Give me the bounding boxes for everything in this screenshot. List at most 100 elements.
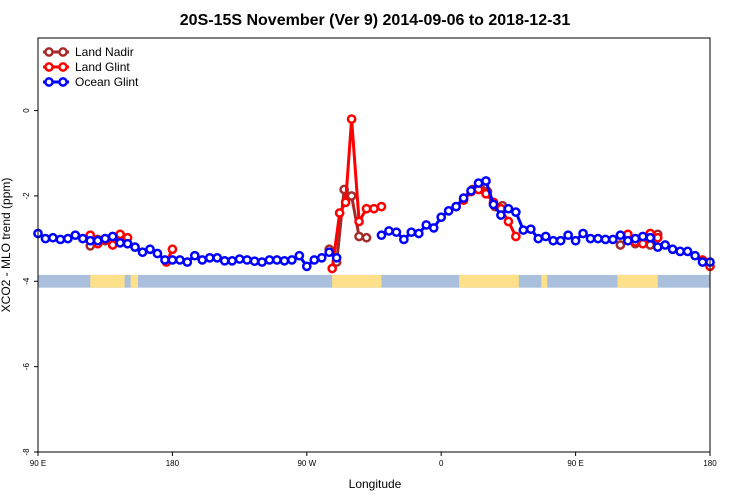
- y-tick-label: -2: [22, 192, 31, 200]
- axes: 90 E 180 90 W 0 90 E 180 0 -2 -4 -6 -8: [22, 108, 717, 468]
- data-point: [189, 250, 200, 261]
- legend-label: Ocean Glint: [75, 75, 139, 89]
- y-tick-label: -4: [22, 277, 31, 285]
- data-point: [175, 255, 185, 265]
- data-point: [48, 232, 58, 243]
- data-point: [481, 176, 491, 186]
- data-point: [115, 238, 125, 248]
- data-point: [511, 207, 521, 217]
- data-point: [615, 240, 626, 250]
- data-point: [443, 206, 454, 216]
- data-point: [294, 250, 305, 261]
- data-point: [287, 255, 297, 265]
- land-band-segment: [541, 274, 548, 288]
- data-point: [234, 254, 245, 264]
- data-point: [525, 224, 536, 235]
- data-point: [346, 114, 357, 124]
- data-point: [533, 233, 544, 244]
- data-point: [376, 230, 387, 241]
- data-point: [145, 244, 155, 255]
- data-point: [85, 235, 96, 246]
- legend-marker: [58, 62, 68, 72]
- data-point: [384, 226, 394, 236]
- data-point: [503, 216, 514, 227]
- data-point: [690, 250, 700, 261]
- chart-title: 20S-15S November (Ver 9) 2014-09-06 to 2…: [180, 12, 571, 29]
- data-point: [100, 233, 111, 244]
- data-point: [219, 255, 230, 266]
- data-point: [77, 233, 88, 244]
- land-band-segment: [130, 274, 139, 288]
- surface-type-band: [38, 274, 710, 288]
- series-ocean-glint: [33, 176, 715, 272]
- legend-marker: [44, 77, 54, 87]
- data-point: [204, 252, 215, 263]
- legend-label: Land Glint: [75, 60, 130, 74]
- data-point: [376, 201, 387, 212]
- data-point: [331, 252, 342, 263]
- x-tick-label: 90 W: [297, 459, 316, 468]
- data-point: [309, 255, 320, 265]
- y-tick-label: -6: [22, 363, 31, 371]
- data-point: [563, 230, 573, 241]
- data-point: [451, 201, 461, 212]
- data-point: [540, 231, 551, 242]
- x-tick-label: 0: [439, 459, 444, 468]
- data-point: [167, 244, 178, 255]
- data-point: [40, 233, 51, 244]
- data-point: [615, 230, 626, 241]
- data-point: [137, 247, 148, 258]
- data-point: [466, 185, 476, 196]
- data-point: [555, 235, 566, 246]
- data-point: [130, 242, 140, 252]
- data-point: [593, 233, 603, 244]
- data-point: [511, 231, 521, 242]
- land-band-segment: [459, 274, 519, 288]
- legend-marker: [58, 47, 68, 57]
- data-point: [122, 238, 133, 249]
- data-point: [675, 246, 685, 257]
- data-point: [107, 231, 118, 242]
- data-point: [264, 255, 275, 265]
- data-point: [503, 203, 514, 214]
- data-point: [354, 216, 364, 227]
- data-point: [697, 257, 708, 267]
- data-point: [660, 240, 671, 250]
- data-point: [279, 255, 290, 266]
- plot-frame: [37, 37, 711, 453]
- data-point: [406, 227, 417, 238]
- data-point: [652, 232, 663, 243]
- land-band-segment: [90, 274, 125, 288]
- data-point: [570, 235, 581, 246]
- data-point: [257, 257, 267, 267]
- data-point: [630, 233, 641, 244]
- data-point: [413, 228, 424, 239]
- data-point: [682, 246, 693, 257]
- data-point: [473, 178, 484, 188]
- data-point: [391, 227, 402, 238]
- x-tick-label: 180: [166, 459, 180, 468]
- data-point: [637, 231, 648, 242]
- data-point: [115, 229, 125, 240]
- data-point: [436, 212, 447, 223]
- data-point: [354, 231, 364, 242]
- data-point: [488, 199, 499, 210]
- y-tick-label: 0: [22, 108, 31, 113]
- data-point: [548, 235, 559, 246]
- data-point: [249, 256, 260, 267]
- data-point: [107, 240, 118, 250]
- legend-label: Land Nadir: [75, 45, 134, 59]
- land-band-segment: [332, 274, 382, 288]
- data-point: [361, 232, 372, 243]
- data-point: [227, 255, 237, 266]
- legend-marker: [44, 47, 54, 57]
- data-point: [197, 255, 208, 265]
- x-tick-label: 90 E: [30, 459, 46, 468]
- data-point: [55, 234, 66, 245]
- data-point: [242, 255, 252, 265]
- x-tick-label: 180: [703, 459, 717, 468]
- data-point: [369, 203, 379, 214]
- data-point: [600, 234, 611, 245]
- data-point: [585, 233, 596, 244]
